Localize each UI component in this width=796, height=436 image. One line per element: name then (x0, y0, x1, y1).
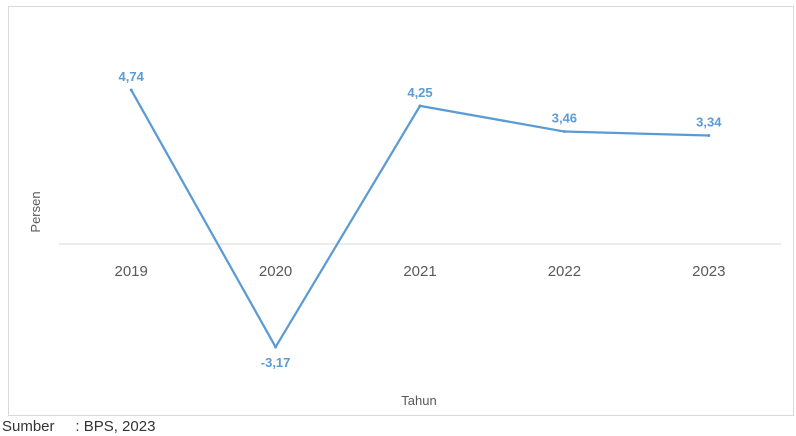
data-label: 4,74 (119, 69, 145, 84)
data-point (562, 130, 566, 134)
x-tick-label: 2021 (403, 263, 436, 280)
x-tick-label: 2020 (259, 263, 292, 280)
line-chart: 2019 2020 2021 2022 2023 4,74 -3,17 4,25 3,46 3,3… (28, 69, 781, 408)
chart-marks: 2019 2020 2021 2022 2023 4,74 -3,17 4,25 3,46 3,3… (115, 69, 726, 370)
x-tick-label: 2023 (692, 263, 725, 280)
x-axis-title: Tahun (401, 393, 436, 408)
data-point (418, 104, 422, 108)
data-point (707, 133, 711, 137)
data-point (129, 88, 133, 92)
data-label: 3,34 (696, 114, 722, 129)
x-tick-label: 2022 (548, 263, 581, 280)
data-label: 4,25 (407, 85, 432, 100)
chart-frame: 2019 2020 2021 2022 2023 4,74 -3,17 4,25 3,46 3,3… (8, 6, 794, 416)
data-label: 3,46 (552, 111, 577, 126)
series-line (130, 89, 709, 349)
x-tick-label: 2019 (115, 263, 148, 280)
source-note: Sumber : BPS, 2023 (2, 418, 156, 435)
data-point (274, 345, 278, 349)
data-label: -3,17 (261, 355, 291, 370)
y-axis-title: Persen (28, 191, 43, 232)
